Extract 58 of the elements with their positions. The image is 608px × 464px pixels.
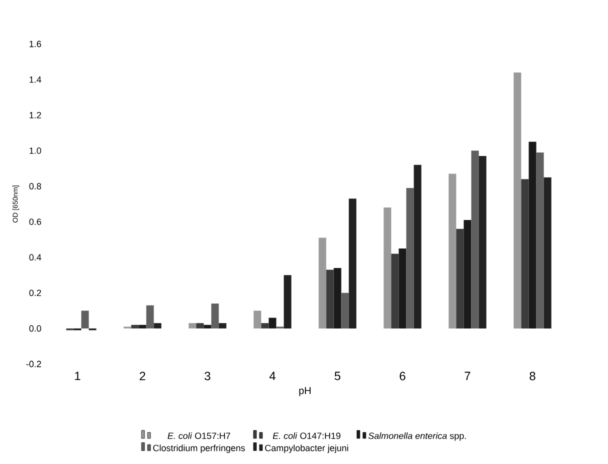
bar <box>334 268 342 328</box>
bar <box>471 150 479 328</box>
y-tick-label: 1.4 <box>30 76 42 83</box>
bar <box>326 270 334 328</box>
bar <box>478 156 486 328</box>
bar <box>384 208 392 328</box>
bar <box>456 228 464 328</box>
bar <box>514 72 522 328</box>
y-tick-label: 0.4 <box>29 254 42 261</box>
bar <box>464 220 472 328</box>
bar <box>204 324 212 328</box>
x-tick-label: 6 <box>400 372 406 380</box>
bar <box>261 323 269 328</box>
y-tick-label: 1.0 <box>30 147 42 154</box>
x-tick-label: 2 <box>140 372 146 380</box>
x-tick-label: 7 <box>464 372 470 380</box>
bar <box>544 177 552 328</box>
y-tick-label: 0.2 <box>29 290 42 296</box>
legend-label: E. coli O157:H7 <box>168 432 230 440</box>
bar <box>398 248 406 328</box>
bar <box>521 179 529 328</box>
bar <box>448 174 456 328</box>
x-tick-label: 5 <box>334 372 340 380</box>
bar <box>536 152 544 328</box>
bar <box>154 323 162 328</box>
bar <box>254 310 262 328</box>
y-tick-label: 0.6 <box>29 218 42 225</box>
legend-label: Salmonella enterica spp. <box>368 432 466 441</box>
x-axis-title: pH <box>299 387 311 396</box>
bar <box>284 275 292 328</box>
bar <box>196 323 204 328</box>
legend-label: Clostridium perfringens <box>153 444 245 453</box>
bar <box>406 188 414 328</box>
bar <box>218 323 226 328</box>
x-tick-label: 8 <box>530 372 536 380</box>
bar <box>138 324 146 328</box>
bar <box>188 323 196 328</box>
bar <box>268 318 276 328</box>
y-tick-label: 1.6 <box>30 40 42 48</box>
bar <box>81 310 89 328</box>
bar <box>341 292 349 328</box>
legend-label: E. coli O147:H19 <box>272 432 340 440</box>
bar <box>348 198 356 328</box>
y-tick-label: 0.8 <box>29 183 42 190</box>
y-tick-label: -0.2 <box>26 360 42 368</box>
bar <box>414 164 422 328</box>
bar <box>211 304 219 328</box>
bar <box>528 142 536 328</box>
bar <box>391 254 399 328</box>
bar <box>131 324 139 328</box>
x-tick-label: 4 <box>269 372 276 380</box>
x-tick-label: 3 <box>204 372 210 380</box>
y-tick-label: 1.2 <box>30 112 42 118</box>
y-tick-label: 0.0 <box>29 325 42 332</box>
bar <box>146 305 154 328</box>
x-tick-label: 1 <box>75 372 80 380</box>
bar <box>318 238 326 328</box>
legend-label: Campylobacter jejuni <box>265 444 348 453</box>
